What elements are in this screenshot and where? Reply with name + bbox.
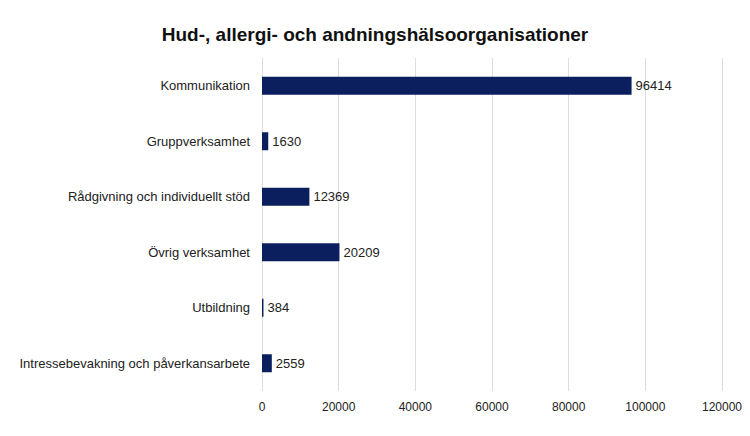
svg-text:96414: 96414 [636,78,672,93]
svg-text:Kommunikation: Kommunikation [160,78,250,93]
svg-text:40000: 40000 [399,400,433,414]
svg-text:100000: 100000 [625,400,665,414]
svg-text:Övrig verksamhet: Övrig verksamhet [148,245,250,260]
svg-text:Utbildning: Utbildning [192,300,250,315]
svg-text:Hud-, allergi- och andningshäl: Hud-, allergi- och andningshälsoorganisa… [162,24,589,45]
svg-text:120000: 120000 [702,400,742,414]
svg-text:60000: 60000 [475,400,509,414]
svg-text:20000: 20000 [322,400,356,414]
svg-text:0: 0 [259,400,266,414]
svg-text:20209: 20209 [343,245,379,260]
svg-text:Gruppverksamhet: Gruppverksamhet [147,134,251,149]
svg-text:Rådgivning och individuellt st: Rådgivning och individuellt stöd [68,189,250,204]
svg-text:Intressebevakning och påverkan: Intressebevakning och påverkansarbete [19,356,250,371]
svg-text:80000: 80000 [552,400,586,414]
svg-text:384: 384 [267,300,289,315]
svg-text:1630: 1630 [272,134,301,149]
svg-text:2559: 2559 [276,356,305,371]
svg-text:12369: 12369 [313,189,349,204]
